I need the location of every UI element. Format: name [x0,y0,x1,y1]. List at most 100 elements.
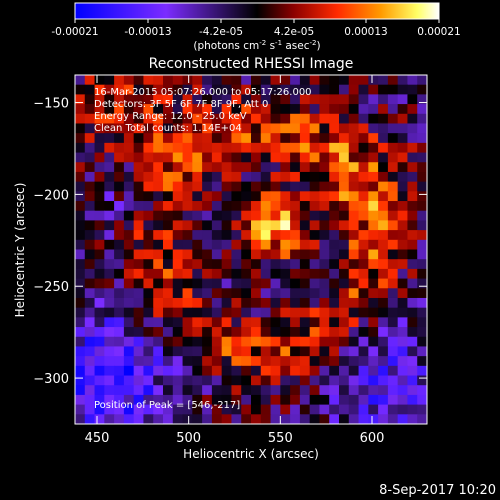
heatmap-cell [397,171,409,183]
heatmap-cell [75,365,86,377]
heatmap-cell [123,210,135,222]
heatmap-cell [104,162,115,173]
heatmap-cell [153,288,164,299]
heatmap-cell [182,414,193,424]
heatmap-cell [251,394,262,406]
heatmap-cell [309,394,321,406]
heatmap-cell [270,142,281,154]
heatmap-cell [339,201,350,212]
heatmap-cell [417,191,427,202]
heatmap-cell [260,104,272,115]
heatmap-cell [329,94,340,105]
heatmap-cell [339,375,350,386]
heatmap-cell [163,94,174,105]
heatmap-cell [251,307,262,318]
heatmap-cell [221,307,233,318]
heatmap-cell [211,239,223,251]
heatmap-cell [114,113,125,125]
heatmap-cell [397,404,409,415]
heatmap-cell [133,356,145,367]
heatmap-cell [368,317,379,328]
heatmap-cell [202,365,213,377]
heatmap-cell [75,84,86,95]
heatmap-cell [202,220,213,231]
heatmap-cell [251,152,262,163]
heatmap-cell [133,94,145,105]
heatmap-cell [172,142,184,154]
heatmap-cell [202,94,213,105]
heatmap-cell [299,75,311,86]
heatmap-cell [84,278,96,289]
heatmap-cell [309,181,321,192]
heatmap-cell [270,288,281,299]
heatmap-cell [299,171,311,183]
heatmap-cell [309,336,321,348]
heatmap-cell [163,375,174,386]
heatmap-cell [339,346,350,357]
heatmap-cell [221,220,233,231]
heatmap-cell [84,327,96,338]
heatmap-cell [260,84,272,95]
heatmap-cell [251,162,262,173]
heatmap-cell [172,268,184,280]
heatmap-cell [329,268,340,280]
heatmap-cell [260,162,272,173]
heatmap-cell [358,84,369,95]
heatmap-cell [104,249,115,260]
heatmap-cell [182,297,193,309]
heatmap-cell [309,278,321,289]
heatmap-cell [260,404,272,415]
heatmap-cells [75,75,427,424]
heatmap-cell [94,375,105,386]
heatmap-cell [84,162,96,173]
heatmap-cell [84,113,96,125]
heatmap-cell [143,249,154,260]
heatmap-cell [319,75,330,86]
info-line: Detectors: 3F 5F 6F 7F 8F 9F, Att 0 [94,99,268,110]
heatmap-cell [114,278,125,289]
heatmap-cell [211,346,223,357]
heatmap-cell [94,404,105,415]
heatmap-cell [309,385,321,396]
heatmap-cell [75,210,86,222]
heatmap-cell [192,307,203,318]
heatmap-cell [94,152,105,163]
heatmap-cell [290,375,301,386]
heatmap-cell [84,317,96,328]
heatmap-cell [241,113,252,125]
heatmap-cell [114,171,125,183]
heatmap-cell [407,317,418,328]
heatmap-cell [94,249,105,260]
heatmap-cell [182,259,193,270]
heatmap-cell [172,191,184,202]
heatmap-cell [348,375,360,386]
info-line: 16-Mar-2015 05:07:26.000 to 05:17:26.000 [94,87,312,98]
heatmap-cell [241,268,252,280]
heatmap-cell [417,317,427,328]
heatmap-cell [387,394,399,406]
heatmap-cell [348,259,360,270]
heatmap-cell [202,297,213,309]
heatmap-cell [251,133,262,144]
heatmap-cell [211,142,223,154]
heatmap-cell [280,259,291,270]
heatmap-cell [75,239,86,251]
heatmap-cell [358,181,369,192]
heatmap-cell [319,123,330,134]
heatmap-cell [387,94,399,105]
heatmap-cell [309,327,321,338]
heatmap-cell [368,201,379,212]
heatmap-cell [221,94,233,105]
heatmap-cell [221,162,233,173]
heatmap-cell [280,385,291,396]
heatmap-cell [417,152,427,163]
heatmap-cell [368,210,379,222]
heatmap-cell [348,133,360,144]
heatmap-cell [368,404,379,415]
heatmap-cell [75,336,86,348]
heatmap-cell [133,346,145,357]
heatmap-cell [329,259,340,270]
heatmap-cell [231,171,242,183]
heatmap-cell [387,336,399,348]
heatmap-cell [417,356,427,367]
